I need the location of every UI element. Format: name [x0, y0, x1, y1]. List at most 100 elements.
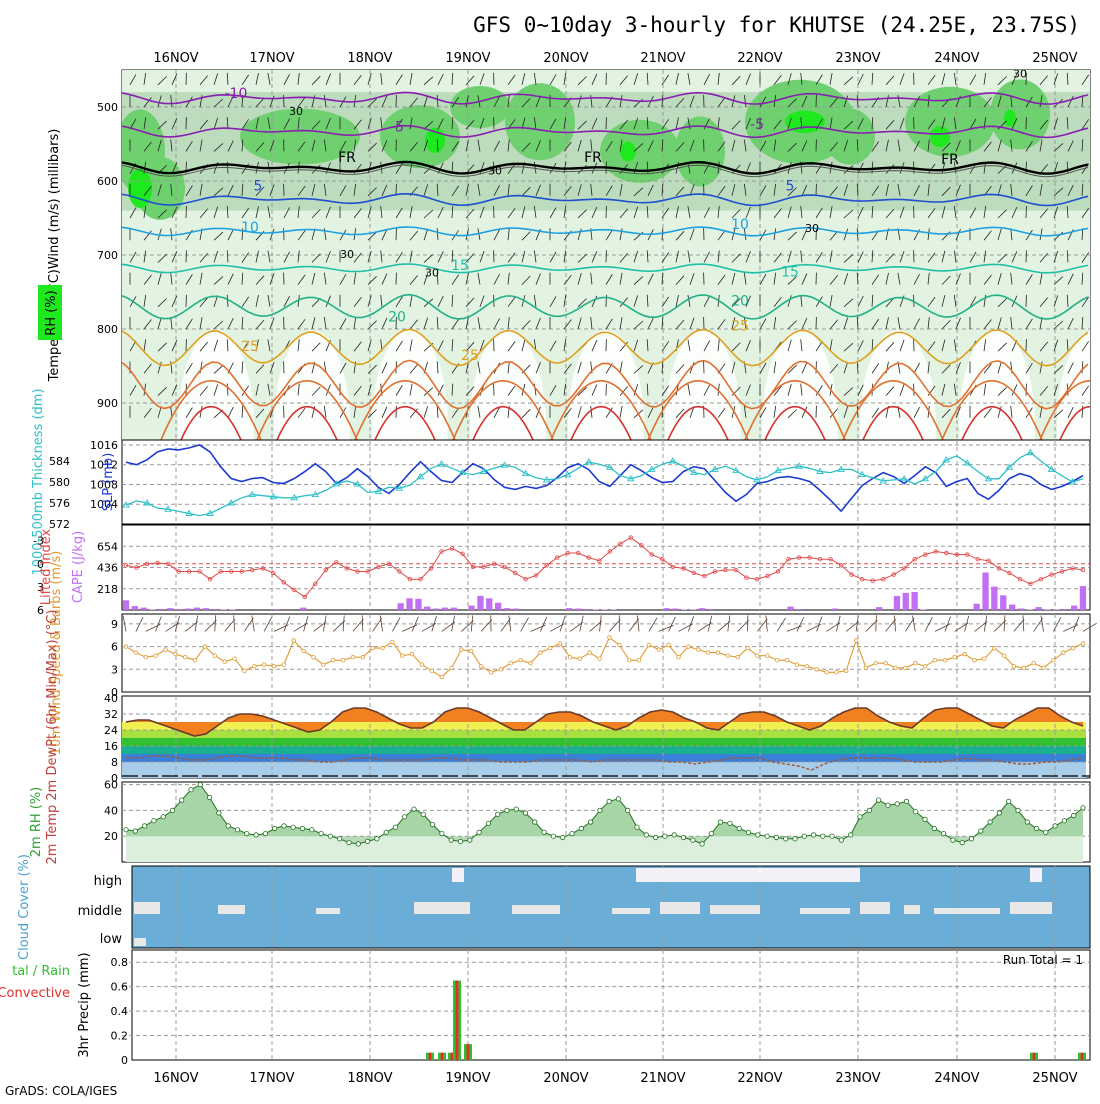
rh-marker [310, 828, 314, 832]
precip-label: 3hr Precip (mm) [77, 952, 92, 1057]
wind-speed-marker [647, 643, 651, 647]
wind-speed-marker [391, 640, 395, 644]
wind-speed-marker [568, 655, 572, 659]
rh-marker [347, 840, 351, 844]
wind-speed-marker [164, 648, 168, 652]
rh-marker [746, 830, 750, 834]
precip-convective-bar [429, 1053, 432, 1060]
cape-bar [504, 608, 510, 610]
bottom-date-label: 23NOV [835, 1071, 880, 1086]
wind-speed-marker [627, 658, 631, 662]
rh-marker [700, 842, 704, 846]
wind-speed-marker [213, 654, 217, 658]
precip-tick-label: 0.4 [111, 1005, 129, 1018]
isotherm-label: 30 [1013, 67, 1027, 80]
isotherm-label: 10 [731, 217, 749, 233]
wind-speed-marker [1032, 661, 1036, 665]
isotherm-label: 25 [731, 318, 749, 334]
cape-bar [167, 608, 173, 610]
precip-convective-bar [456, 981, 459, 1060]
rh-marker [468, 838, 472, 842]
cape-bar [593, 610, 599, 611]
rh-marker [849, 833, 853, 837]
wind-speed-marker [470, 649, 474, 653]
cape-bar [433, 609, 439, 611]
bottom-date-label: 25NOV [1032, 1071, 1077, 1086]
isotherm-label: 30 [805, 222, 819, 235]
cape-bar [1053, 610, 1059, 611]
wind-speed-marker [844, 669, 848, 673]
cape-bar [903, 593, 909, 610]
cape-bar [477, 596, 483, 610]
cape-tick-label: 218 [97, 583, 118, 596]
cape-bar [699, 608, 705, 610]
isotherm-label: FR [338, 150, 356, 166]
rh-marker [542, 830, 546, 834]
cape-bar [787, 607, 793, 610]
bottom-date-label: 18NOV [347, 1071, 392, 1086]
wind-speed-marker [805, 665, 809, 669]
top-date-label: 18NOV [347, 51, 392, 66]
slp-frame [122, 440, 1090, 524]
rh-marker [449, 838, 453, 842]
bottom-date-label: 19NOV [445, 1071, 490, 1086]
cape-bar [920, 610, 926, 611]
wind-speed-marker [460, 648, 464, 652]
thickness-tick-label: 580 [49, 476, 70, 489]
cape-bar [601, 610, 607, 611]
cape-bar [300, 608, 306, 610]
rh-marker [839, 838, 843, 842]
wind-speed-marker [548, 646, 552, 650]
rh-marker [356, 842, 360, 846]
rh-marker [412, 807, 416, 811]
rh-marker [440, 831, 444, 835]
wind-speed-marker [696, 648, 700, 652]
cape-bar [610, 610, 616, 611]
wind-speed-marker [953, 655, 957, 659]
rh2m-label: 2m RH (%) [29, 787, 44, 858]
wind-speed-marker [923, 665, 927, 669]
rh-marker [570, 831, 574, 835]
wind-speed-marker [608, 636, 612, 640]
wind-speed-marker [312, 655, 316, 659]
isotherm-label: 30 [289, 105, 303, 118]
rh-marker [960, 840, 964, 844]
top-date-label: 22NOV [737, 51, 782, 66]
rh-marker [189, 788, 193, 792]
wind-speed-marker [884, 661, 888, 665]
temp-tick-label: 24 [104, 724, 118, 737]
rh-marker [551, 834, 555, 838]
wind-speed-marker [351, 655, 355, 659]
cape-bar [406, 598, 412, 610]
rh-marker [263, 831, 267, 835]
rh-marker [217, 811, 221, 815]
wind-speed-marker [943, 658, 947, 662]
wind-speed-marker [1002, 654, 1006, 658]
wind-speed-marker [440, 675, 444, 679]
cape-bar [274, 609, 280, 610]
rh-marker [774, 835, 778, 839]
cape-bar [1018, 609, 1024, 611]
wind-speed-marker [489, 671, 493, 675]
cape-bar [1027, 610, 1033, 611]
wind-speed-marker [667, 643, 671, 647]
wind-speed-marker [253, 665, 257, 669]
wind-speed-marker [529, 661, 533, 665]
middle-cloud-block [612, 908, 650, 914]
cape-bar [123, 600, 129, 610]
cape-bar [468, 606, 474, 610]
rh-marker [737, 826, 741, 830]
temp-tick-label: 32 [104, 708, 118, 721]
high-cloud-block [452, 868, 464, 882]
cloud-label: Cloud Cover (%) [17, 854, 32, 960]
rh-marker [598, 808, 602, 812]
isotherm-label: 20 [731, 293, 749, 309]
bottom-date-label: 22NOV [737, 1071, 782, 1086]
rh-marker [886, 803, 890, 807]
rh-marker [1025, 820, 1029, 824]
wind-speed-marker [302, 649, 306, 653]
cape-bar [584, 609, 590, 610]
wind-speed-marker [825, 671, 829, 675]
isotherm-label: -5 [390, 119, 404, 135]
